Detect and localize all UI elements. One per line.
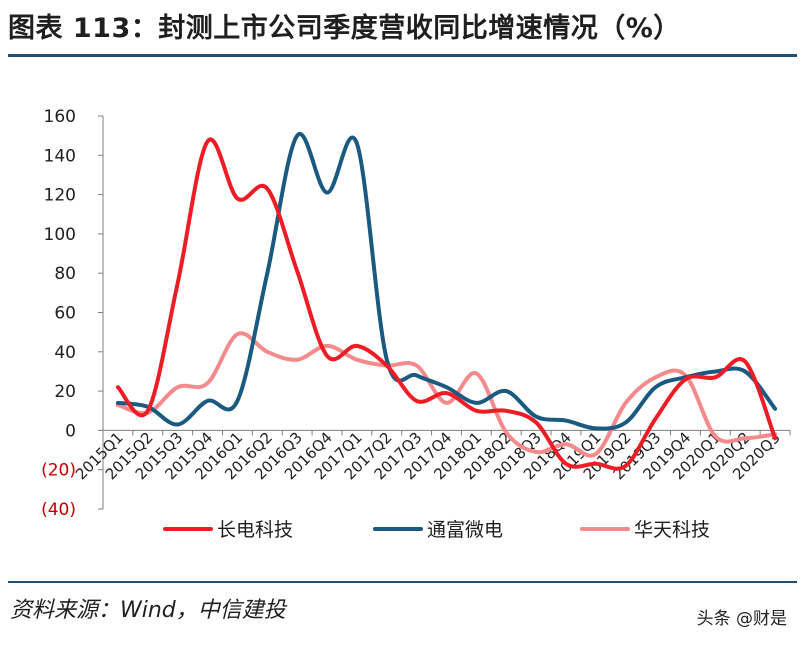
legend-label: 长电科技 <box>217 519 293 541</box>
y-tick-label: 80 <box>54 264 76 284</box>
watermark-text: 头条 @财是 <box>696 609 787 629</box>
figure-title: 图表 113：封测上市公司季度营收同比增速情况（%） <box>8 13 681 44</box>
y-tick-label: 160 <box>44 107 76 127</box>
title-rule <box>8 54 797 57</box>
series-line <box>115 331 778 458</box>
source-note: 资料来源：Wind，中信建投 <box>10 598 286 623</box>
series-line <box>115 137 778 471</box>
chart-axes: 160140120100806040200(20)(40)2015Q12015Q… <box>41 107 791 520</box>
footer-rule <box>8 581 797 583</box>
y-tick-label: (20) <box>41 461 76 481</box>
y-tick-label: (40) <box>41 500 76 520</box>
line-chart: 160140120100806040200(20)(40)2015Q12015Q… <box>41 107 791 541</box>
y-tick-label: 20 <box>54 382 76 402</box>
y-tick-label: 0 <box>65 421 76 441</box>
y-tick-label: 60 <box>54 304 76 324</box>
legend-label: 华天科技 <box>634 519 710 541</box>
y-tick-label: 100 <box>44 225 76 245</box>
y-tick-label: 40 <box>54 343 76 363</box>
chart-series-lines <box>115 131 778 471</box>
series-line <box>115 131 778 431</box>
chart-legend: 长电科技 通富微电 华天科技 <box>163 519 710 541</box>
y-tick-label: 120 <box>44 186 76 206</box>
legend-label: 通富微电 <box>427 519 503 541</box>
y-tick-label: 140 <box>44 146 76 166</box>
